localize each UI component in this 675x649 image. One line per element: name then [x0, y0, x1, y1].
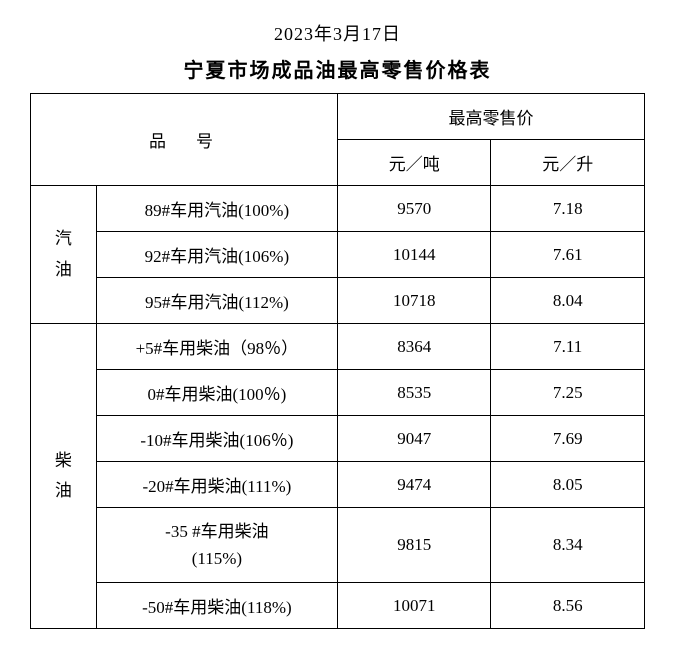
- table-row: 柴油 +5#车用柴油（98％） 8364 7.11: [31, 324, 645, 370]
- category-gasoline: 汽油: [31, 186, 97, 324]
- price-ton: 10718: [337, 278, 490, 324]
- price-ton: 8364: [337, 324, 490, 370]
- header-max-price: 最高零售价: [337, 94, 644, 140]
- product-name: +5#车用柴油（98％）: [96, 324, 337, 370]
- date-text: 2023年3月17日: [30, 20, 645, 46]
- category-diesel: 柴油: [31, 324, 97, 629]
- product-name-line1: -35 #车用柴油: [165, 522, 268, 541]
- price-ton: 10071: [337, 583, 490, 629]
- price-liter: 7.69: [491, 416, 645, 462]
- product-name: -50#车用柴油(118%): [96, 583, 337, 629]
- price-ton: 8535: [337, 370, 490, 416]
- price-ton: 9570: [337, 186, 490, 232]
- product-name: 89#车用汽油(100%): [96, 186, 337, 232]
- table-row: 92#车用汽油(106%) 10144 7.61: [31, 232, 645, 278]
- table-title: 宁夏市场成品油最高零售价格表: [30, 54, 645, 83]
- price-liter: 7.18: [491, 186, 645, 232]
- product-name: -20#车用柴油(111%): [96, 462, 337, 508]
- price-liter: 7.61: [491, 232, 645, 278]
- table-row: -20#车用柴油(111%) 9474 8.05: [31, 462, 645, 508]
- header-per-ton: 元／吨: [337, 140, 490, 186]
- price-liter: 8.04: [491, 278, 645, 324]
- table-row: 95#车用汽油(112%) 10718 8.04: [31, 278, 645, 324]
- table-row: -50#车用柴油(118%) 10071 8.56: [31, 583, 645, 629]
- product-name: -35 #车用柴油 (115%): [96, 508, 337, 583]
- product-name: 92#车用汽油(106%): [96, 232, 337, 278]
- price-ton: 10144: [337, 232, 490, 278]
- price-ton: 9047: [337, 416, 490, 462]
- product-name: 95#车用汽油(112%): [96, 278, 337, 324]
- table-row: 汽油 89#车用汽油(100%) 9570 7.18: [31, 186, 645, 232]
- product-name: 0#车用柴油(100％): [96, 370, 337, 416]
- table-row: 0#车用柴油(100％) 8535 7.25: [31, 370, 645, 416]
- table-row: -10#车用柴油(106％) 9047 7.69: [31, 416, 645, 462]
- price-table: 品号 最高零售价 元／吨 元／升 汽油 89#车用汽油(100%) 9570 7…: [30, 93, 645, 629]
- product-name-line2: (115%): [192, 549, 242, 568]
- header-row-1: 品号 最高零售价: [31, 94, 645, 140]
- price-liter: 8.56: [491, 583, 645, 629]
- price-liter: 7.25: [491, 370, 645, 416]
- price-ton: 9815: [337, 508, 490, 583]
- price-liter: 8.05: [491, 462, 645, 508]
- price-ton: 9474: [337, 462, 490, 508]
- price-liter: 7.11: [491, 324, 645, 370]
- header-product: 品号: [31, 94, 338, 186]
- table-row: -35 #车用柴油 (115%) 9815 8.34: [31, 508, 645, 583]
- product-name: -10#车用柴油(106％): [96, 416, 337, 462]
- header-per-liter: 元／升: [491, 140, 645, 186]
- price-liter: 8.34: [491, 508, 645, 583]
